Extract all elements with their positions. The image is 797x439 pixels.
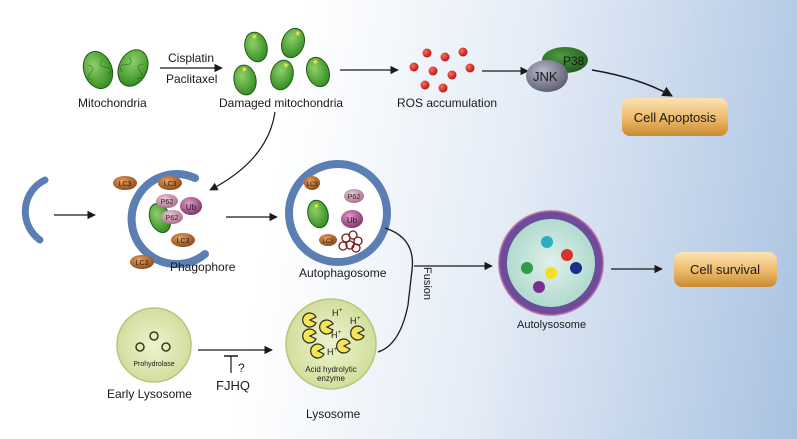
cell-survival-pill: Cell survival: [674, 252, 777, 287]
svg-text:+: +: [334, 347, 338, 353]
svg-text:LC3: LC3: [177, 238, 190, 245]
svg-text:H: H: [327, 347, 334, 357]
lc3-protein: LC3: [304, 176, 320, 190]
svg-text:LC3: LC3: [119, 181, 132, 188]
svg-text:✶: ✶: [292, 28, 304, 41]
autolysosome-label: Autolysosome: [517, 319, 586, 331]
fjhq-label: FJHQ: [216, 378, 250, 393]
svg-text:+: +: [357, 316, 361, 322]
svg-text:+: +: [339, 308, 343, 314]
p62-protein: P62: [156, 194, 178, 208]
ubiquitin-chain: [338, 230, 363, 253]
proton-labels: H + H + H + H +: [327, 308, 361, 357]
svg-text:Ub: Ub: [186, 203, 197, 212]
early-lysosome-label: Early Lysosome: [107, 387, 192, 401]
hydrolase-pacman: [302, 312, 365, 359]
jnk-label: JNK: [533, 69, 558, 84]
svg-text:✶: ✶: [312, 200, 322, 212]
healthy-mitochondria: [82, 49, 149, 89]
cell-apoptosis-label: Cell Apoptosis: [634, 110, 717, 125]
lysosome-label: Lysosome: [306, 407, 361, 421]
damaged-mitochondria: ✶ ✶ ✶ ✶ ✶: [233, 28, 331, 96]
svg-text:+: +: [338, 330, 342, 336]
svg-text:H: H: [332, 308, 339, 318]
damaged-mitochondria-label: Damaged mitochondria: [219, 96, 343, 110]
autophagosome: ✶ LC3 P62 Ub LC3: [285, 160, 391, 266]
ros-dots: [409, 47, 475, 93]
paclitaxel-label: Paclitaxel: [166, 72, 217, 86]
lc3-protein: LC3: [113, 176, 137, 190]
ub-protein: Ub: [180, 197, 202, 215]
ub-protein: Ub: [341, 210, 363, 228]
mitochondria-label: Mitochondria: [78, 96, 147, 110]
lysosome: H + H + H + H + Acid hydrolytic enzyme: [285, 298, 377, 390]
autolysosome: [498, 210, 604, 316]
svg-text:H: H: [350, 316, 357, 326]
p38-jnk-complex: P38 JNK: [526, 47, 588, 92]
svg-text:✶: ✶: [249, 31, 260, 44]
lc3-protein: LC3: [171, 233, 195, 247]
svg-text:Ub: Ub: [347, 216, 358, 225]
acid-hydrolytic-label: Acid hydrolytic: [305, 365, 357, 374]
svg-text:✶: ✶: [280, 60, 291, 73]
svg-text:✶: ✶: [239, 64, 249, 76]
inhibition-symbol: ?: [224, 355, 245, 375]
svg-text:P62: P62: [166, 215, 179, 222]
cell-survival-label: Cell survival: [690, 262, 760, 277]
lc3-protein: LC3: [158, 176, 182, 190]
ros-accumulation-label: ROS accumulation: [397, 96, 497, 110]
engulf-arrow: [209, 111, 276, 191]
fusion-label: Fusion: [421, 267, 433, 300]
p62-protein: P62: [344, 189, 364, 203]
svg-text:✶: ✶: [310, 56, 322, 69]
svg-text:P62: P62: [348, 194, 361, 201]
svg-text:LC3: LC3: [306, 182, 318, 188]
prohydrolase-label: Prohydrolase: [133, 361, 174, 368]
svg-text:LC3: LC3: [164, 181, 177, 188]
fusion-bracket: [377, 227, 414, 353]
cell-apoptosis-pill: Cell Apoptosis: [622, 98, 728, 136]
svg-text:P62: P62: [161, 199, 174, 206]
lc3-protein: LC3: [319, 234, 337, 246]
early-lysosome: Prohydrolase: [116, 307, 192, 383]
question-mark: ?: [238, 361, 245, 375]
svg-text:LC3: LC3: [322, 239, 334, 245]
phagophore: LC3 LC3 P62 Ub P62 LC3 LC3: [113, 170, 209, 269]
svg-text:H: H: [331, 330, 338, 340]
p62-protein: P62: [161, 210, 183, 224]
enzyme-label: enzyme: [317, 374, 346, 383]
p38-label: P38: [563, 54, 585, 68]
autophagosome-label: Autophagosome: [299, 266, 387, 280]
cisplatin-label: Cisplatin: [168, 51, 214, 65]
isolation-membrane: [21, 176, 49, 244]
apoptosis-arrow: [591, 69, 673, 97]
phagophore-label: Phagophore: [170, 260, 236, 274]
lc3-protein: LC3: [130, 255, 154, 269]
svg-text:LC3: LC3: [136, 260, 149, 267]
